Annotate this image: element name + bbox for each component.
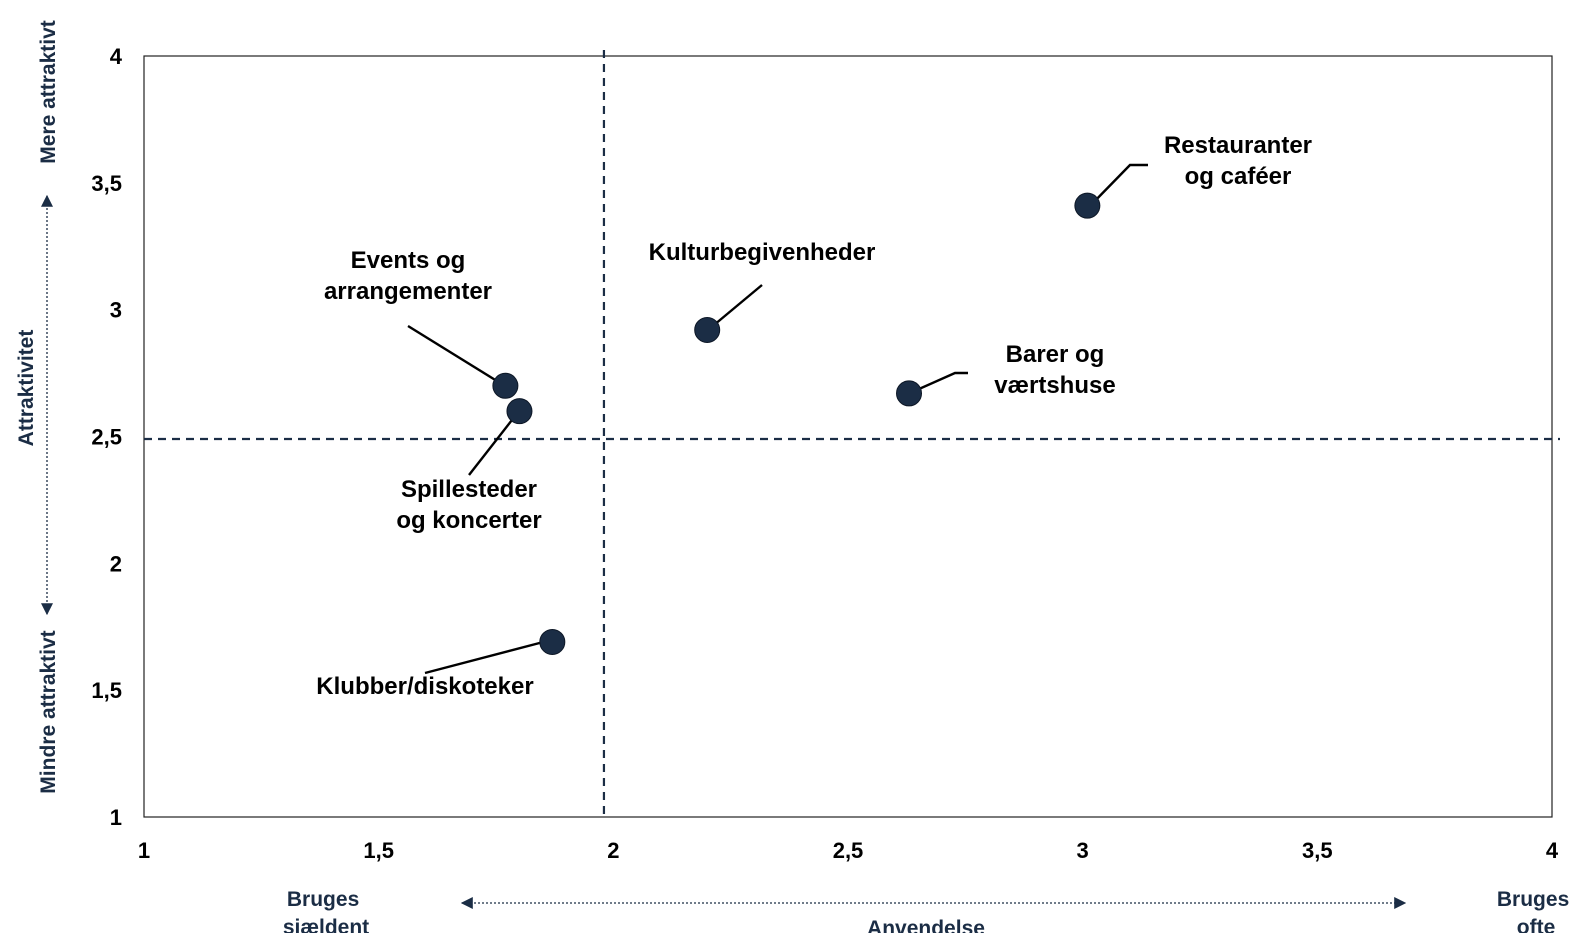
point-label-line: Events og — [351, 247, 466, 274]
data-point — [539, 628, 566, 655]
x-tick-labels: 1 1,5 2 2,5 3 3,5 4 — [138, 838, 1559, 863]
x-tick-label: 3,5 — [1302, 838, 1333, 863]
leader-line — [1088, 163, 1148, 208]
data-point — [694, 316, 721, 343]
point-label-line: Restauranter — [1164, 132, 1312, 159]
y-tick-label: 2 — [110, 551, 122, 576]
point-label-line: og caféer — [1185, 163, 1292, 190]
point-label: Spillesteder og koncerter — [396, 476, 541, 534]
leader-line — [424, 638, 552, 675]
y-tick-labels: 1 1,5 2 2,5 3 3,5 4 — [91, 44, 122, 830]
x-tick-label: 1 — [138, 838, 150, 863]
x-right-end-label: Bruges ofte — [1497, 888, 1575, 933]
x-tick-label: 4 — [1546, 838, 1559, 863]
y-tick-label: 1 — [110, 805, 122, 830]
data-point — [1074, 192, 1101, 219]
point-label-line: arrangementer — [324, 278, 492, 305]
y-tick-label: 3,5 — [91, 171, 122, 196]
y-tick-label: 2,5 — [91, 425, 122, 450]
data-points — [492, 192, 1101, 655]
point-labels: Restauranter og caféer Kulturbegivenheder B… — [316, 132, 1312, 700]
point-label: Restauranter og caféer — [1164, 132, 1312, 190]
point-label: Events og arrangementer — [324, 247, 492, 305]
y-tick-label: 4 — [110, 44, 123, 69]
y-tick-label: 3 — [110, 298, 122, 323]
x-left-end-label: Bruges sjældent — [283, 888, 369, 933]
point-label-line: Kulturbegivenheder — [649, 239, 876, 266]
y-axis-label: Attraktivitet — [15, 330, 38, 447]
point-label-line: Klubber/diskoteker — [316, 673, 533, 700]
x-axis-label: Anvendelse — [867, 917, 985, 933]
point-label-line: og koncerter — [396, 507, 541, 534]
data-point — [506, 398, 533, 425]
x-tick-label: 3 — [1077, 838, 1089, 863]
x-tick-label: 1,5 — [363, 838, 394, 863]
leader-line — [468, 410, 520, 476]
data-point — [896, 380, 923, 407]
point-label: Klubber/diskoteker — [316, 673, 533, 700]
y-bottom-end-label: Mindre attraktivt — [37, 630, 60, 793]
plot-frame — [143, 55, 1553, 818]
y-top-end-label: Mere attraktivt — [37, 20, 60, 164]
x-tick-label: 2,5 — [833, 838, 864, 863]
point-label-line: Spillesteder — [401, 476, 537, 503]
point-label: Kulturbegivenheder — [649, 239, 876, 266]
y-tick-label: 1,5 — [91, 678, 122, 703]
leader-line — [909, 371, 968, 395]
point-label-line: Barer og — [1006, 341, 1105, 368]
point-label: Barer og værtshuse — [994, 341, 1115, 399]
data-point — [492, 372, 519, 399]
point-label-line: værtshuse — [994, 372, 1115, 399]
x-tick-label: 2 — [607, 838, 619, 863]
leader-line — [407, 324, 506, 388]
